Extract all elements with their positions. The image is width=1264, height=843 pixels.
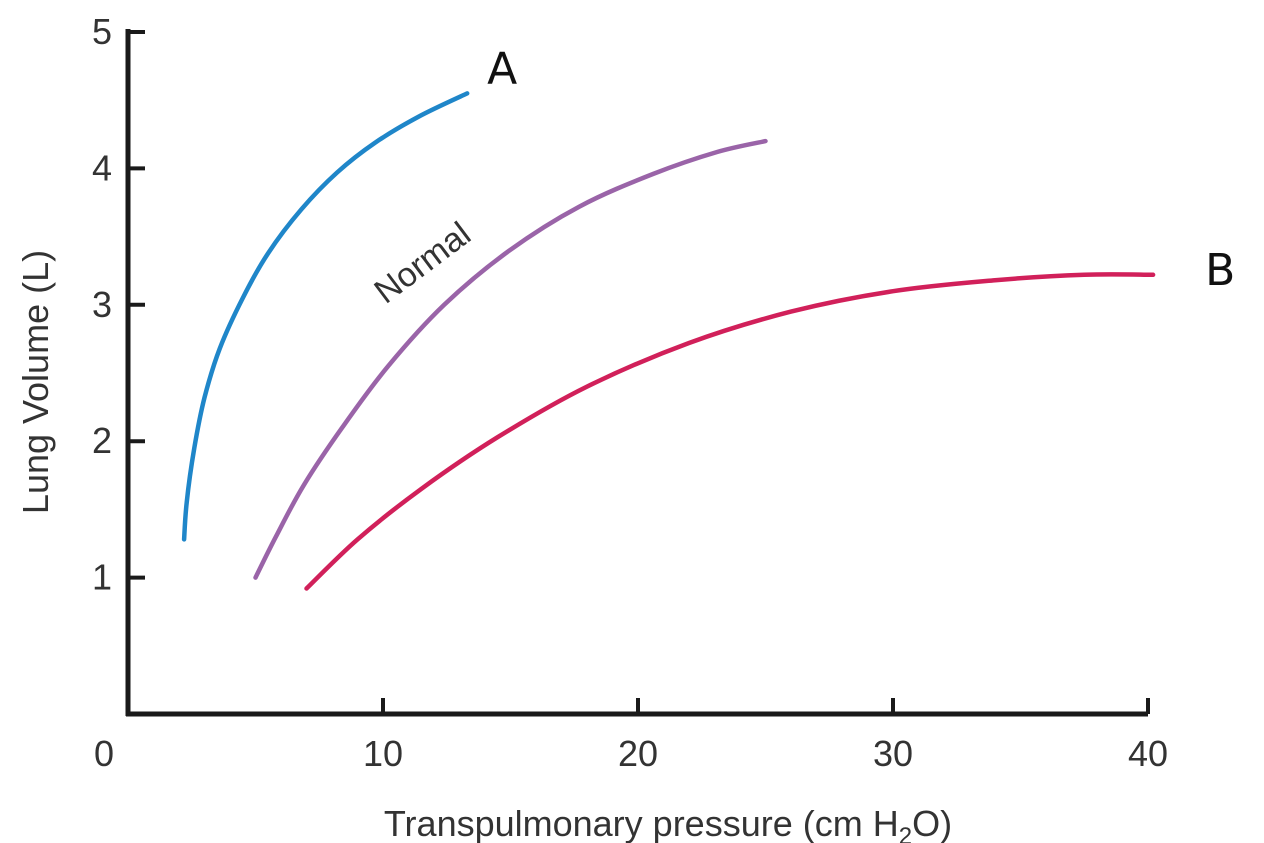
x-tick-label: 40 [1128, 733, 1168, 774]
curve-a [181, 91, 470, 542]
x-tick-label: 30 [873, 733, 913, 774]
curve-label-a: A [487, 43, 517, 94]
axes [125, 29, 1148, 717]
annotations: Normal [367, 215, 477, 311]
curve-b [304, 272, 1156, 591]
x-axis-title-end: O) [912, 803, 952, 843]
curve-normal [253, 138, 768, 580]
curve-label-b: B [1205, 245, 1235, 296]
y-tick-label: 2 [92, 420, 112, 461]
x-axis-title-main: Transpulmonary pressure (cm H [384, 803, 899, 843]
x-tick-label: 10 [363, 733, 403, 774]
y-tick-label: 3 [92, 284, 112, 325]
x-tick-label: 20 [618, 733, 658, 774]
y-tick-label: 4 [92, 147, 112, 188]
annotation-normal: Normal [367, 215, 477, 311]
y-tick-label: 5 [92, 11, 112, 52]
y-axis-title: Lung Volume (L) [15, 250, 56, 514]
series-layer: AB [181, 43, 1235, 591]
x-axis-title: Transpulmonary pressure (cm H2O) [384, 803, 952, 843]
x-ticks: 0 10 20 30 40 [94, 698, 1168, 774]
y-ticks: 1 2 3 4 5 [92, 11, 145, 598]
x-tick-label: 0 [94, 733, 114, 774]
y-tick-label: 1 [92, 557, 112, 598]
x-axis-title-subscript: 2 [899, 823, 912, 843]
